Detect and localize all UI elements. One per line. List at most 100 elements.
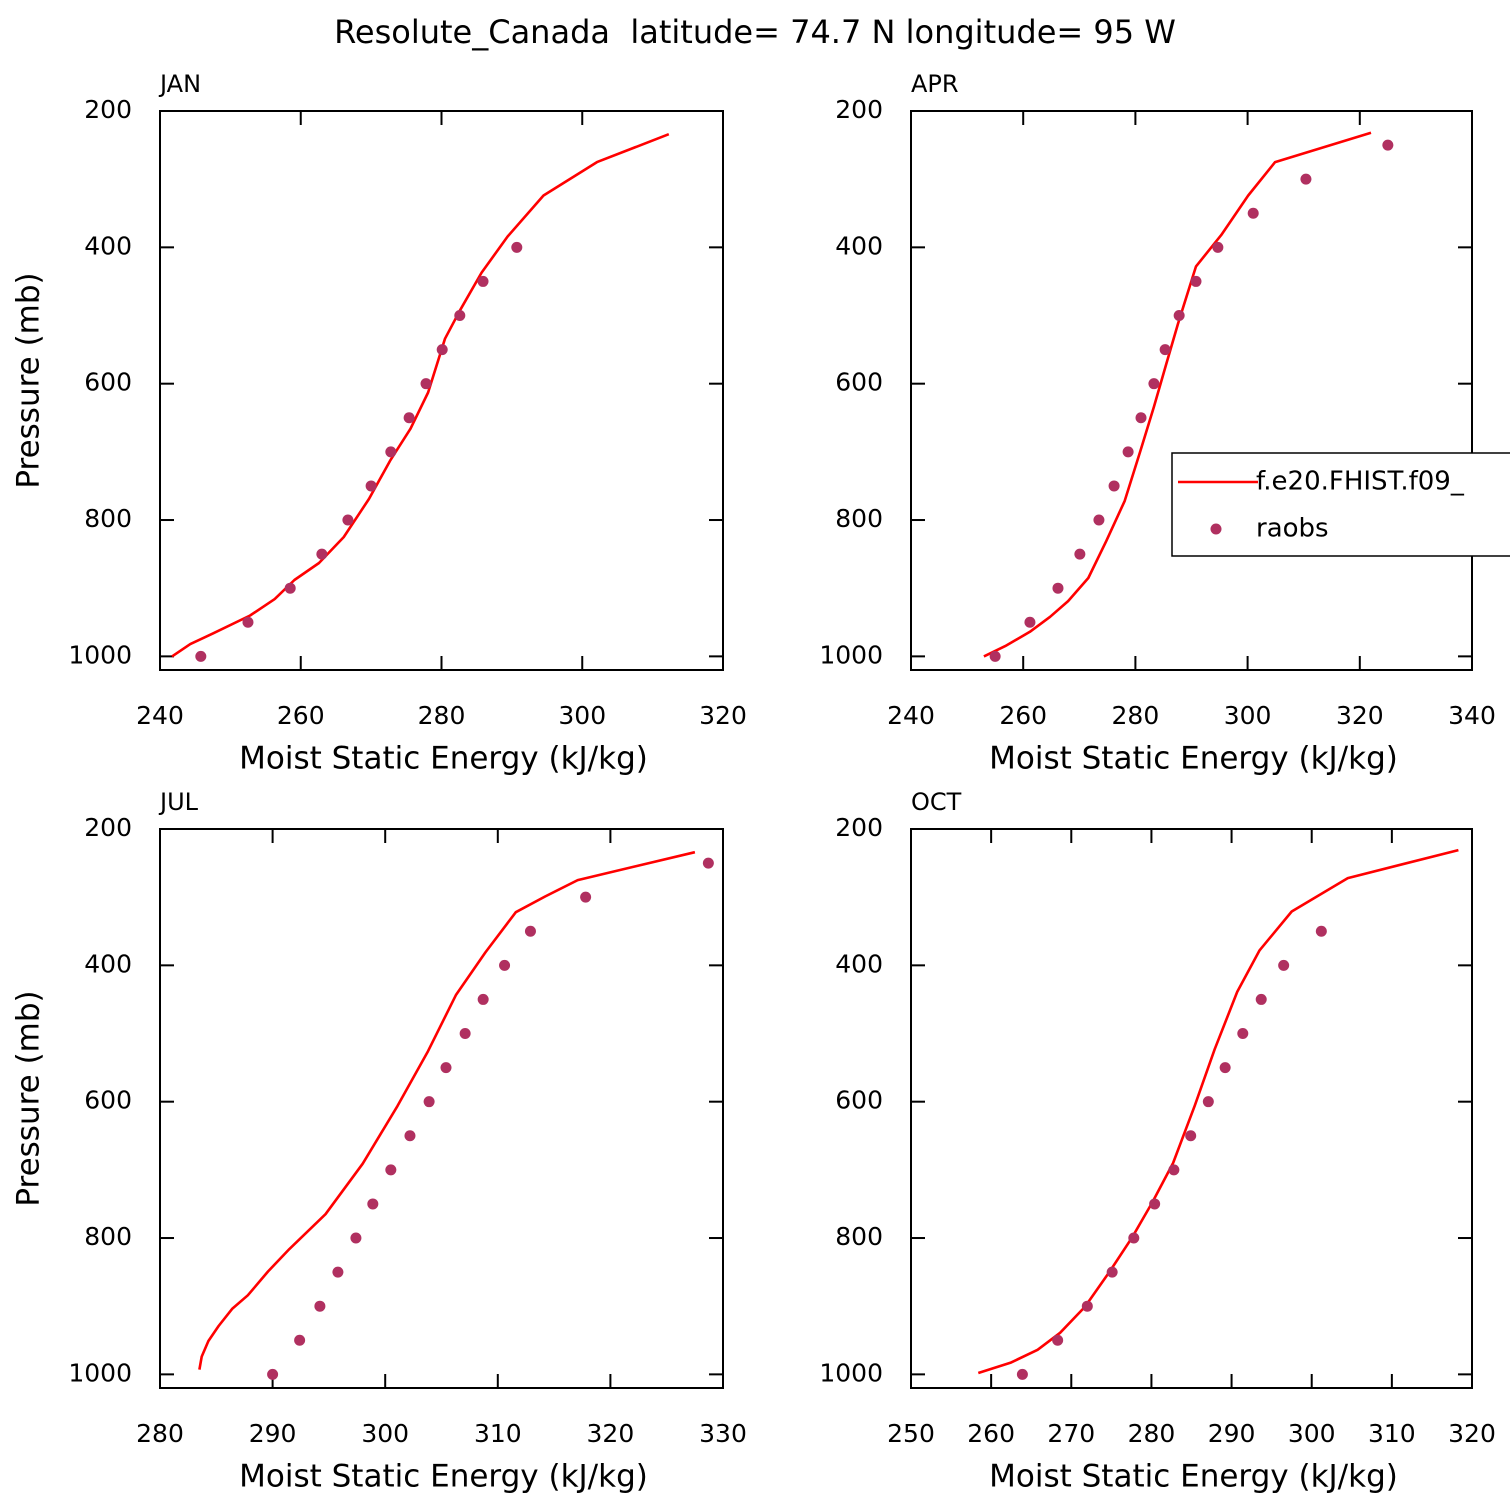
panel-title: OCT [911, 788, 962, 816]
y-tick-label: 800 [835, 504, 883, 533]
y-tick-label: 400 [835, 231, 883, 260]
legend-label: raobs [1256, 514, 1329, 544]
y-tick-label: 600 [84, 368, 132, 397]
obs-point [524, 925, 536, 937]
obs-point [195, 650, 207, 662]
x-axis-label: Moist Static Energy (kJ/kg) [239, 741, 648, 777]
obs-point [403, 412, 415, 424]
obs-point [440, 1062, 452, 1074]
obs-point [423, 1096, 435, 1108]
legend-box [1171, 452, 1510, 557]
obs-point [1168, 1164, 1180, 1176]
y-tick-label: 200 [835, 95, 883, 124]
y-tick-label: 200 [835, 813, 883, 842]
y-tick-label: 800 [84, 1222, 132, 1251]
legend: f.e20.FHIST.f09_raobs [1171, 452, 1510, 557]
x-axis-label: Moist Static Energy (kJ/kg) [989, 1459, 1398, 1495]
obs-point [436, 344, 448, 356]
plot-frame [159, 828, 724, 1389]
panel: APR 240 260 280 300 320 340 200 400 600 800 1000 Moi… [819, 70, 1510, 777]
obs-point [1024, 616, 1036, 628]
obs-point [1212, 241, 1224, 253]
obs-point [459, 1028, 471, 1040]
obs-point [1219, 1062, 1231, 1074]
obs-point [1255, 993, 1267, 1005]
obs-point [1237, 1028, 1249, 1040]
x-tick-label: 300 [361, 1419, 409, 1448]
obs-point [1382, 139, 1394, 151]
y-tick-label: 1000 [819, 640, 883, 669]
x-tick-label: 300 [1288, 1419, 1336, 1448]
obs-point [1074, 548, 1086, 560]
x-tick-label: 260 [999, 701, 1047, 730]
obs-point [1122, 446, 1134, 458]
obs-point [1247, 207, 1259, 219]
obs-point [385, 446, 397, 458]
obs-point [367, 1198, 379, 1210]
obs-point [477, 275, 489, 287]
y-tick-label: 400 [835, 949, 883, 978]
obs-point [1128, 1232, 1140, 1244]
x-tick-label: 320 [699, 701, 747, 730]
y-axis-label: Pressure (mb) [11, 272, 47, 488]
x-axis-label: Moist Static Energy (kJ/kg) [239, 1459, 648, 1495]
obs-point [1052, 582, 1064, 594]
obs-point [1173, 310, 1185, 322]
plot-frame [910, 828, 1473, 1389]
obs-point [702, 857, 714, 869]
obs-point [1052, 1334, 1064, 1346]
obs-point [989, 650, 1001, 662]
obs-point [477, 993, 489, 1005]
obs-point [385, 1164, 397, 1176]
obs-point [1190, 275, 1202, 287]
obs-point [1148, 378, 1160, 390]
x-axis-label: Moist Static Energy (kJ/kg) [989, 741, 1398, 777]
obs-point [1202, 1096, 1214, 1108]
y-tick-label: 200 [84, 95, 132, 124]
panel-title: JAN [158, 70, 201, 98]
x-tick-label: 290 [249, 1419, 297, 1448]
obs-point [404, 1130, 416, 1142]
panel-title: JUL [158, 788, 199, 816]
obs-point [316, 548, 328, 560]
obs-point [332, 1266, 344, 1278]
profile-line [171, 132, 670, 658]
y-tick-label: 800 [84, 504, 132, 533]
x-tick-label: 240 [887, 701, 935, 730]
y-tick-label: 1000 [68, 1358, 132, 1387]
y-tick-label: 800 [835, 1222, 883, 1251]
obs-point [580, 891, 592, 903]
obs-point [1135, 412, 1147, 424]
y-tick-label: 1000 [819, 1358, 883, 1387]
x-tick-label: 340 [1448, 701, 1496, 730]
y-tick-label: 400 [84, 231, 132, 260]
x-tick-label: 280 [1112, 701, 1160, 730]
legend-marker [1210, 523, 1222, 535]
x-tick-label: 320 [1448, 1419, 1496, 1448]
y-axis-label: Pressure (mb) [11, 990, 47, 1206]
profile-line [983, 131, 1372, 658]
obs-point [294, 1334, 306, 1346]
obs-point [1081, 1300, 1093, 1312]
y-tick-label: 200 [84, 813, 132, 842]
y-tick-label: 600 [835, 1086, 883, 1115]
obs-point [365, 480, 377, 492]
x-tick-label: 300 [1224, 701, 1272, 730]
x-tick-label: 260 [277, 701, 325, 730]
x-tick-label: 270 [1047, 1419, 1095, 1448]
panel-title: APR [911, 70, 959, 98]
x-tick-label: 320 [1336, 701, 1384, 730]
panel: JAN 240 260 280 300 320 200 400 600 800 1000 Moist … [11, 70, 747, 777]
legend-label: f.e20.FHIST.f09_ [1256, 467, 1465, 497]
obs-point [314, 1300, 326, 1312]
obs-point [1300, 173, 1312, 185]
obs-point [1149, 1198, 1161, 1210]
y-tick-label: 1000 [68, 640, 132, 669]
obs-point [499, 959, 511, 971]
obs-point [284, 582, 296, 594]
obs-point [420, 378, 432, 390]
x-tick-label: 290 [1208, 1419, 1256, 1448]
profile-line [198, 850, 696, 1370]
panel: OCT 250 260 270 280 290 300 310 320 200 400 600 800 1… [819, 788, 1495, 1495]
